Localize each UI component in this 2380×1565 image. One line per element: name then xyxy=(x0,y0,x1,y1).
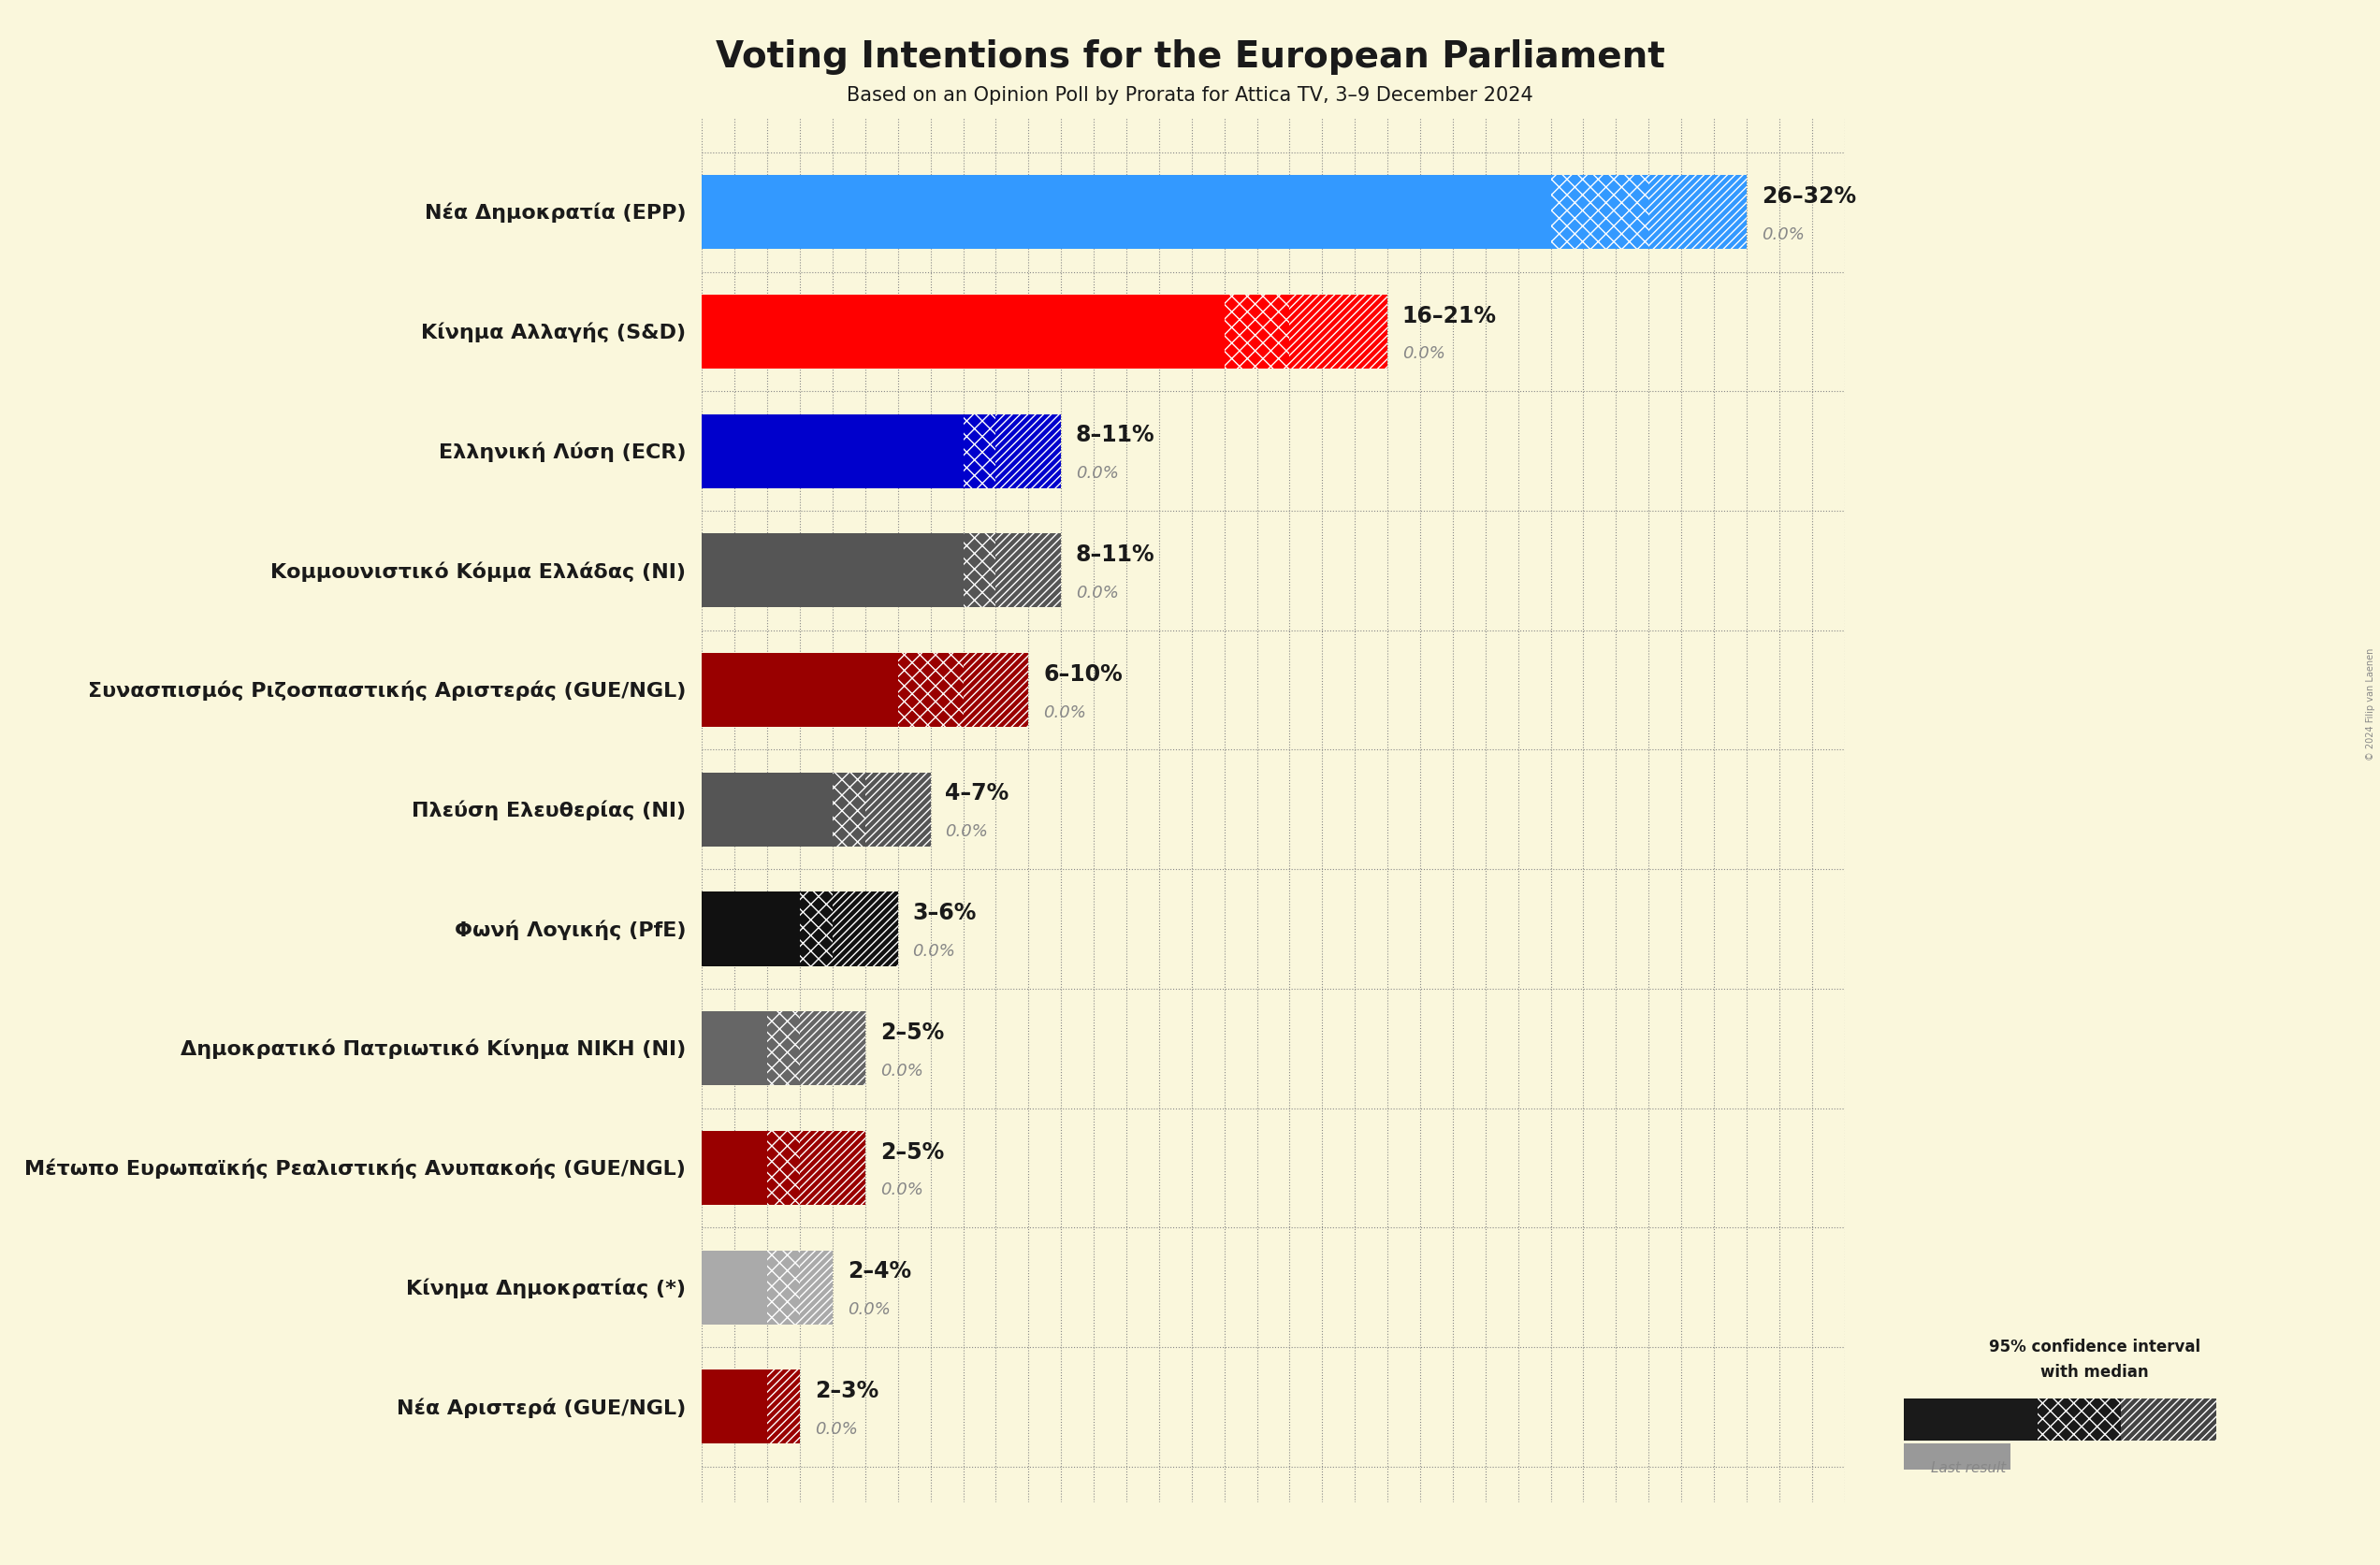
Text: 8–11%: 8–11% xyxy=(1076,543,1154,565)
Text: 2–4%: 2–4% xyxy=(847,1260,912,1282)
Bar xyxy=(800,892,833,966)
Bar xyxy=(766,1011,800,1086)
Bar xyxy=(866,773,931,847)
Bar xyxy=(766,1250,800,1324)
Text: 0.0%: 0.0% xyxy=(1076,465,1119,482)
Bar xyxy=(702,415,964,488)
Bar xyxy=(1223,296,1290,369)
Bar xyxy=(800,1250,833,1324)
Bar xyxy=(702,296,1223,369)
Bar xyxy=(2037,1399,2121,1440)
Bar xyxy=(964,415,995,488)
Bar xyxy=(2121,1399,2216,1440)
Bar xyxy=(702,892,800,966)
Bar xyxy=(866,773,931,847)
Bar xyxy=(800,1131,866,1205)
Bar xyxy=(964,534,995,609)
Text: © 2024 Filip van Laenen: © 2024 Filip van Laenen xyxy=(2366,648,2375,761)
Bar xyxy=(1552,175,1649,250)
Bar xyxy=(995,534,1061,609)
Text: 0.0%: 0.0% xyxy=(1761,225,1804,243)
Bar xyxy=(766,1369,800,1444)
Text: Νέα Αριστερά (GUE/NGL): Νέα Αριστερά (GUE/NGL) xyxy=(397,1398,685,1416)
Bar xyxy=(1904,1443,2011,1470)
Text: Φωνή Λογικής (PfE): Φωνή Λογικής (PfE) xyxy=(455,919,685,939)
Bar xyxy=(702,534,964,609)
Bar xyxy=(964,654,1028,728)
Text: 0.0%: 0.0% xyxy=(1076,584,1119,601)
Bar xyxy=(702,1250,766,1324)
Text: Συνασπισμός Ριζοσπαστικής Αριστεράς (GUE/NGL): Συνασπισμός Ριζοσπαστικής Αριστεράς (GUE… xyxy=(88,681,685,701)
Bar xyxy=(995,415,1061,488)
Text: 2–5%: 2–5% xyxy=(881,1020,945,1044)
Bar xyxy=(702,1131,766,1205)
Text: Κίνημα Αλλαγής (S&D): Κίνημα Αλλαγής (S&D) xyxy=(421,322,685,343)
Text: 0.0%: 0.0% xyxy=(881,1182,923,1197)
Bar xyxy=(1552,175,1649,250)
Text: 4–7%: 4–7% xyxy=(945,782,1009,804)
Bar xyxy=(766,1369,800,1444)
Bar xyxy=(1649,175,1747,250)
Bar xyxy=(766,1250,800,1324)
Text: Based on an Opinion Poll by Prorata for Attica TV, 3–9 December 2024: Based on an Opinion Poll by Prorata for … xyxy=(847,86,1533,105)
Bar xyxy=(800,1011,866,1086)
Text: Νέα Δημοκρατία (EPP): Νέα Δημοκρατία (EPP) xyxy=(424,203,685,222)
Text: 0.0%: 0.0% xyxy=(945,823,988,840)
Text: 2–3%: 2–3% xyxy=(814,1379,878,1401)
Bar xyxy=(833,892,897,966)
Text: 0.0%: 0.0% xyxy=(1402,346,1445,362)
Text: Δημοκρατικό Πατριωτικό Κίνημα ΝΙΚΗ (NI): Δημοκρατικό Πατριωτικό Κίνημα ΝΙΚΗ (NI) xyxy=(181,1039,685,1060)
Bar xyxy=(995,415,1061,488)
Text: 0.0%: 0.0% xyxy=(1042,704,1085,720)
Bar xyxy=(964,534,995,609)
Text: 3–6%: 3–6% xyxy=(912,901,976,923)
Bar xyxy=(964,654,1028,728)
Bar xyxy=(766,1131,800,1205)
Bar xyxy=(766,1131,800,1205)
Bar xyxy=(897,654,964,728)
Text: 0.0%: 0.0% xyxy=(912,942,954,959)
Text: Voting Intentions for the European Parliament: Voting Intentions for the European Parli… xyxy=(716,39,1664,75)
Bar xyxy=(964,415,995,488)
Text: Last result: Last result xyxy=(1930,1460,2006,1474)
Bar xyxy=(702,1011,766,1086)
Bar xyxy=(1290,296,1388,369)
Bar xyxy=(800,1011,866,1086)
Text: 95% confidence interval: 95% confidence interval xyxy=(1990,1338,2199,1355)
Bar xyxy=(1223,296,1290,369)
Bar xyxy=(1290,296,1388,369)
Bar xyxy=(702,654,897,728)
Bar xyxy=(702,1369,766,1444)
Text: 0.0%: 0.0% xyxy=(814,1419,857,1437)
Text: 8–11%: 8–11% xyxy=(1076,424,1154,446)
Text: Κίνημα Δημοκρατίας (*): Κίνημα Δημοκρατίας (*) xyxy=(407,1277,685,1297)
Bar xyxy=(2121,1399,2216,1440)
Bar xyxy=(995,534,1061,609)
Text: with median: with median xyxy=(2040,1363,2149,1380)
Bar xyxy=(1904,1399,2037,1440)
Bar xyxy=(2037,1399,2121,1440)
Text: 6–10%: 6–10% xyxy=(1042,662,1123,685)
Bar xyxy=(1649,175,1747,250)
Text: Κομμουνιστικό Κόμμα Ελλάδας (NI): Κομμουνιστικό Κόμμα Ελλάδας (NI) xyxy=(271,560,685,581)
Bar xyxy=(702,175,1552,250)
Text: Μέτωπο Ευρωπαϊκής Ρεαλιστικής Ανυπακοής (GUE/NGL): Μέτωπο Ευρωπαϊκής Ρεαλιστικής Ανυπακοής … xyxy=(24,1158,685,1178)
Text: 16–21%: 16–21% xyxy=(1402,304,1497,327)
Bar xyxy=(833,892,897,966)
Bar xyxy=(702,773,833,847)
Bar xyxy=(833,773,866,847)
Text: 0.0%: 0.0% xyxy=(847,1301,890,1318)
Bar xyxy=(833,773,866,847)
Bar xyxy=(800,892,833,966)
Bar xyxy=(766,1011,800,1086)
Bar xyxy=(800,1131,866,1205)
Bar xyxy=(897,654,964,728)
Bar xyxy=(800,1250,833,1324)
Text: Ελληνική Λύση (ECR): Ελληνική Λύση (ECR) xyxy=(438,441,685,462)
Text: 2–5%: 2–5% xyxy=(881,1141,945,1163)
Text: 0.0%: 0.0% xyxy=(881,1061,923,1078)
Text: 26–32%: 26–32% xyxy=(1761,185,1856,208)
Text: Πλεύση Ελευθερίας (NI): Πλεύση Ελευθερίας (NI) xyxy=(412,800,685,820)
